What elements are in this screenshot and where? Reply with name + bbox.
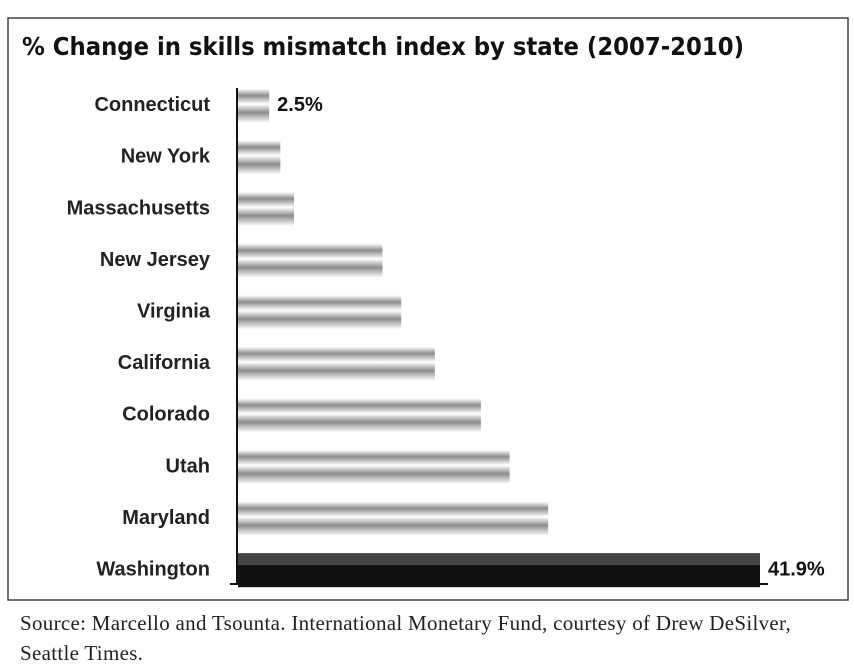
y-tick-label: Utah bbox=[166, 455, 210, 477]
value-label: 41.9% bbox=[768, 558, 825, 580]
chart-frame bbox=[7, 17, 849, 601]
y-tick-label: Maryland bbox=[122, 507, 210, 529]
value-label: 2.5% bbox=[277, 94, 323, 116]
y-tick-label: California bbox=[118, 352, 211, 374]
bar bbox=[238, 88, 270, 123]
bar bbox=[238, 450, 510, 484]
y-tick-label: Washington bbox=[96, 558, 210, 580]
bar bbox=[238, 501, 549, 536]
bar bbox=[238, 192, 295, 226]
y-tick-label: Colorado bbox=[122, 404, 210, 426]
y-tick-label: New York bbox=[121, 146, 211, 168]
bar bbox=[238, 398, 481, 433]
y-tick-label: Virginia bbox=[137, 300, 211, 322]
chart-title: % Change in skills mismatch index by sta… bbox=[22, 32, 744, 61]
bar bbox=[238, 140, 281, 175]
y-tick-label: Connecticut bbox=[94, 94, 210, 116]
bar bbox=[238, 346, 435, 381]
y-tick-label: Massachusetts bbox=[67, 197, 210, 219]
source-note: Source: Marcello and Tsounta. Internatio… bbox=[20, 611, 792, 665]
bar bbox=[238, 295, 402, 330]
bar bbox=[238, 243, 383, 278]
y-tick-label: New Jersey bbox=[100, 249, 211, 271]
